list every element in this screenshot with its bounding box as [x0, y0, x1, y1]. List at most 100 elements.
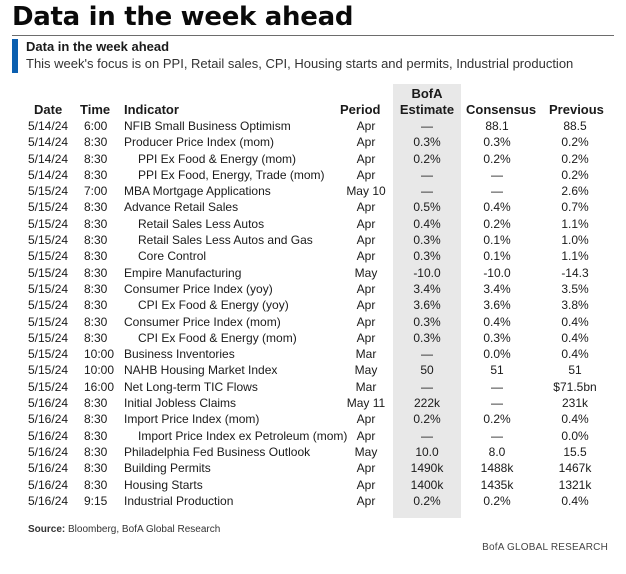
cell-indicator: Import Price Index ex Petroleum (mom)	[138, 428, 348, 443]
header-period: Period	[340, 102, 381, 117]
cell-indicator: Initial Jobless Claims	[124, 396, 237, 411]
cell-previous: 3.5%	[561, 281, 589, 296]
cell-date: 5/14/24	[28, 167, 69, 182]
cell-indicator: Business Inventories	[124, 347, 235, 362]
cell-indicator: Import Price Index (mom)	[124, 412, 260, 427]
cell-consensus: 8.0	[488, 444, 506, 459]
cell-date: 5/15/24	[28, 298, 69, 313]
cell-indicator: Core Control	[138, 249, 207, 264]
cell-period: Apr	[356, 216, 376, 231]
cell-previous: 231k	[561, 396, 589, 411]
header-time: Time	[80, 102, 111, 117]
cell-estimate: -10.0	[413, 265, 441, 280]
cell-date: 5/15/24	[28, 249, 69, 264]
cell-estimate: —	[421, 119, 433, 133]
cell-indicator: Retail Sales Less Autos and Gas	[138, 233, 313, 248]
cell-date: 5/15/24	[28, 379, 69, 394]
cell-time: 8:30	[84, 281, 108, 296]
cell-indicator: Consumer Price Index (mom)	[124, 314, 281, 329]
table-row: 5/16/24 8:30 Housing Starts Apr 1400k 1435k 13…	[0, 477, 626, 493]
table-row: 5/14/24 8:30 PPI Ex Food & Energy (mom) Apr…	[0, 151, 626, 167]
cell-estimate: 0.2%	[413, 412, 441, 427]
cell-time: 8:30	[84, 135, 108, 150]
cell-indicator: Net Long-term TIC Flows	[124, 379, 258, 394]
cell-previous: 1467k	[558, 461, 592, 476]
cell-consensus: 0.2%	[483, 493, 511, 508]
table-row: 5/15/24 8:30 Empire Manufacturing May -10.0 -…	[0, 265, 626, 281]
cell-previous: 0.2%	[561, 167, 589, 182]
cell-estimate: 222k	[413, 396, 441, 411]
table-row: 5/15/24 8:30 Consumer Price Index (yoy) Apr…	[0, 281, 626, 297]
cell-date: 5/16/24	[28, 444, 69, 459]
cell-consensus: 0.2%	[483, 151, 511, 166]
cell-time: 8:30	[84, 216, 108, 231]
cell-date: 5/15/24	[28, 363, 69, 378]
cell-estimate: —	[421, 379, 433, 394]
cell-estimate: 50	[420, 363, 434, 378]
cell-previous: -14.3	[561, 265, 589, 280]
cell-estimate: 0.4%	[413, 216, 441, 231]
cell-period: May	[354, 363, 378, 378]
source-note: Source: Bloomberg, BofA Global Research	[28, 524, 220, 535]
header-indicator: Indicator	[124, 102, 179, 117]
table-row: 5/14/24 6:00 NFIB Small Business Optimism A…	[0, 118, 626, 134]
cell-indicator: PPI Ex Food & Energy (mom)	[138, 151, 297, 166]
cell-date: 5/15/24	[28, 216, 69, 231]
cell-date: 5/15/24	[28, 347, 69, 362]
cell-consensus: 3.4%	[483, 281, 511, 296]
cell-estimate: 0.3%	[413, 135, 441, 150]
cell-time: 8:30	[84, 428, 108, 443]
cell-indicator: Building Permits	[124, 461, 211, 476]
cell-date: 5/15/24	[28, 330, 69, 345]
cell-indicator: Producer Price Index (mom)	[124, 135, 275, 150]
cell-indicator: Housing Starts	[124, 477, 203, 492]
cell-date: 5/15/24	[28, 200, 69, 215]
cell-consensus: —	[491, 167, 503, 182]
table-row: 5/15/24 16:00 Net Long-term TIC Flows Mar — —…	[0, 379, 626, 395]
cell-time: 10:00	[84, 363, 115, 378]
cell-indicator: Philadelphia Fed Business Outlook	[124, 444, 311, 459]
cell-period: Apr	[356, 477, 376, 492]
cell-consensus: 0.4%	[483, 314, 511, 329]
cell-time: 8:30	[84, 200, 108, 215]
cell-period: Apr	[356, 167, 376, 182]
cell-date: 5/15/24	[28, 184, 69, 199]
cell-date: 5/15/24	[28, 233, 69, 248]
cell-time: 8:30	[84, 444, 108, 459]
accent-bar	[12, 39, 18, 73]
table-heading: Data in the week ahead	[26, 39, 170, 54]
cell-consensus: 51	[490, 363, 504, 378]
cell-previous: 1.1%	[561, 249, 589, 264]
cell-consensus: 0.4%	[483, 200, 511, 215]
cell-date: 5/15/24	[28, 281, 69, 296]
cell-consensus: -10.0	[483, 265, 511, 280]
cell-date: 5/16/24	[28, 461, 69, 476]
cell-consensus: 88.1	[485, 119, 509, 133]
cell-previous: 15.5	[563, 444, 587, 459]
cell-time: 7:00	[84, 184, 108, 199]
cell-date: 5/16/24	[28, 428, 69, 443]
cell-time: 8:30	[84, 461, 108, 476]
cell-previous: 0.0%	[561, 428, 589, 443]
cell-period: May	[354, 265, 378, 280]
cell-estimate: —	[421, 167, 433, 182]
cell-date: 5/16/24	[28, 412, 69, 427]
table-row: 5/15/24 10:00 NAHB Housing Market Index May…	[0, 362, 626, 378]
cell-date: 5/16/24	[28, 396, 69, 411]
cell-estimate: 0.2%	[413, 493, 441, 508]
cell-estimate: —	[421, 347, 433, 362]
cell-consensus: —	[491, 396, 503, 411]
cell-time: 8:30	[84, 298, 108, 313]
cell-period: Apr	[356, 314, 376, 329]
estimate-column-shading	[393, 84, 461, 518]
cell-estimate: —	[421, 184, 433, 199]
table-row: 5/15/24 8:30 Consumer Price Index (mom) Apr…	[0, 314, 626, 330]
cell-time: 16:00	[84, 379, 115, 394]
cell-previous: 0.2%	[561, 135, 589, 150]
cell-indicator: Industrial Production	[124, 493, 234, 508]
cell-estimate: 1490k	[410, 461, 444, 476]
cell-time: 8:30	[84, 249, 108, 264]
cell-date: 5/14/24	[28, 135, 69, 150]
cell-date: 5/16/24	[28, 493, 69, 508]
table-subtitle: This week's focus is on PPI, Retail sale…	[26, 56, 574, 71]
